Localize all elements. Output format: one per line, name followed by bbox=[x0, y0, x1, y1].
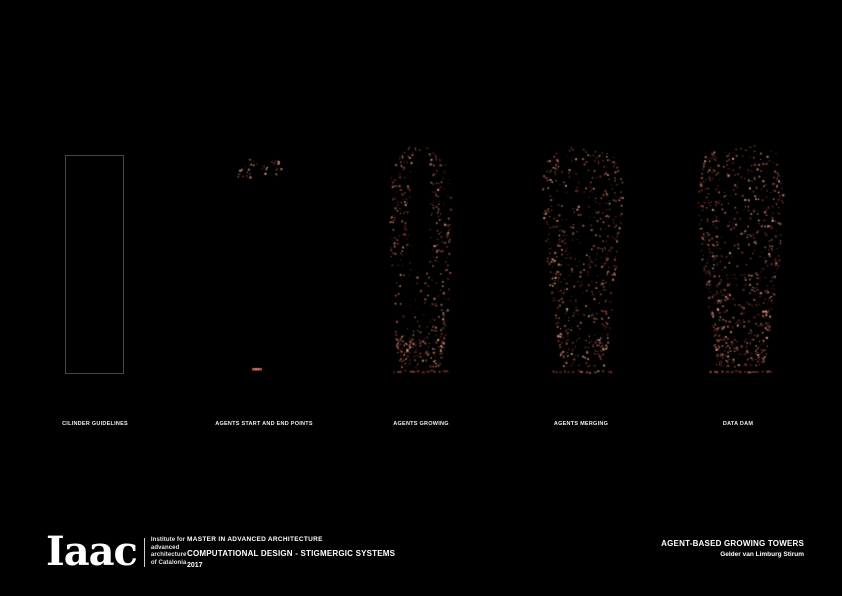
program-title: MASTER IN ADVANCED ARCHITECTURE bbox=[187, 536, 323, 543]
project-info: AGENT-BASED GROWING TOWERS Gelder van Li… bbox=[661, 539, 804, 558]
project-author: Gelder van Limburg Stirum bbox=[720, 551, 804, 558]
project-title: AGENT-BASED GROWING TOWERS bbox=[661, 539, 804, 548]
iaac-logo-wordmark: Iaac bbox=[46, 528, 138, 575]
panel-label-agents-merging: AGENTS MERGING bbox=[553, 421, 609, 427]
panel-label-data-dam: DATA DAM bbox=[722, 421, 754, 427]
agents-start-end-points-figure bbox=[210, 145, 320, 385]
iaac-institute-name: Institute for advanced architecture of C… bbox=[151, 537, 187, 567]
institute-line-3: architecture bbox=[150, 552, 187, 558]
panel-label-agents-start-end-points: AGENTS START AND END POINTS bbox=[215, 421, 313, 427]
program-year: 2017 bbox=[187, 562, 203, 569]
program-info: MASTER IN ADVANCED ARCHITECTURE COMPUTAT… bbox=[187, 536, 395, 569]
logo-divider bbox=[143, 537, 145, 567]
institute-line-2: advanced bbox=[150, 544, 180, 551]
agents-growing-point-cloud bbox=[360, 145, 480, 385]
panel-label-agents-growing: AGENTS GROWING bbox=[393, 421, 449, 427]
agents-merging-point-cloud bbox=[522, 145, 642, 385]
data-dam-point-cloud bbox=[680, 145, 800, 385]
institute-line-4: of Catalonia bbox=[150, 559, 187, 566]
institute-line-1: Institute for bbox=[150, 537, 186, 543]
panel-label-cilinder-guidelines: CILINDER GUIDELINES bbox=[62, 421, 128, 427]
iaac-logo: Iaac Institute for advanced architecture… bbox=[46, 528, 187, 575]
cylinder-guidelines-rectangle bbox=[65, 155, 124, 374]
course-title: COMPUTATIONAL DESIGN - STIGMERGIC SYSTEM… bbox=[187, 549, 396, 558]
